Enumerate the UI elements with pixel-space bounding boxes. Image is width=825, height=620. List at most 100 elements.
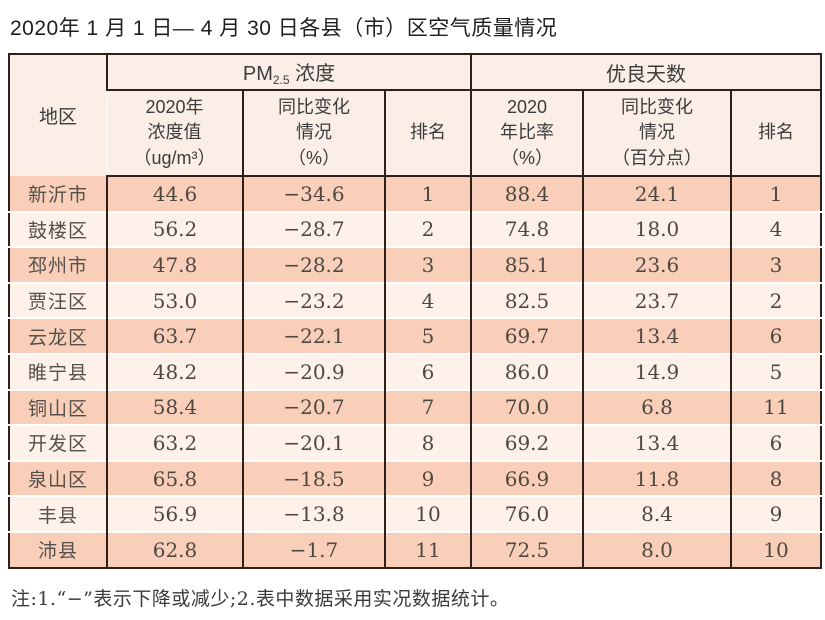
pm-value-cell: 63.2 [106, 424, 243, 461]
pm-rank-cell: 10 [384, 495, 471, 532]
days-rank-cell: 10 [729, 530, 822, 568]
pm-value-cell: 47.8 [106, 246, 243, 283]
days-change-cell: 23.6 [582, 246, 731, 283]
table-row: 泉山区 65.8 −18.5 9 66.9 11.8 8 [9, 459, 822, 497]
column-header-pm-rank: 排名 [384, 90, 471, 177]
pm-rank-cell: 7 [384, 388, 471, 426]
header-sub-row: 2020年 浓度值 （ug/m³） 同比变化 情况 （%） 排名 2020 年比… [9, 90, 822, 177]
days-change-cell: 8.0 [582, 530, 731, 568]
days-rank-cell: 8 [729, 459, 822, 497]
table-row: 开发区 63.2 −20.1 8 69.2 13.4 6 [9, 424, 822, 461]
days-change-cell: 11.8 [582, 459, 731, 497]
pm-change-cell: −18.5 [242, 459, 385, 497]
pm-change-cell: −34.6 [242, 176, 385, 212]
pm-rank-cell: 2 [384, 210, 471, 248]
region-cell: 邳州市 [9, 246, 107, 283]
pm-value-cell: 62.8 [106, 530, 243, 568]
column-header-pm-value: 2020年 浓度值 （ug/m³） [107, 90, 243, 177]
region-cell: 云龙区 [9, 317, 107, 354]
days-rank-cell: 6 [729, 317, 822, 354]
pm-change-cell: −13.8 [242, 495, 385, 532]
table-row: 新沂市 44.6 −34.6 1 88.4 24.1 1 [9, 176, 822, 212]
pm-change-cell: −20.1 [242, 424, 385, 461]
table-body: 新沂市 44.6 −34.6 1 88.4 24.1 1 鼓楼区 56.2 −2… [9, 176, 822, 568]
region-cell: 铜山区 [9, 388, 107, 426]
pm-rank-cell: 5 [384, 317, 471, 354]
days-rank-cell: 6 [729, 424, 822, 461]
pm-rank-cell: 6 [384, 352, 471, 390]
pm25-label-prefix: PM [242, 63, 273, 85]
days-rank-cell: 4 [729, 210, 822, 248]
pm-value-cell: 63.7 [106, 317, 243, 354]
region-cell: 丰县 [9, 495, 107, 532]
pm-rank-cell: 11 [384, 530, 471, 568]
region-cell: 开发区 [9, 424, 107, 461]
table-row: 邳州市 47.8 −28.2 3 85.1 23.6 3 [9, 246, 822, 283]
days-ratio-cell: 82.5 [470, 281, 583, 319]
days-change-cell: 13.4 [582, 317, 731, 354]
days-change-cell: 24.1 [582, 176, 731, 212]
column-header-days-rank: 排名 [729, 90, 822, 177]
days-change-cell: 18.0 [582, 210, 731, 248]
air-quality-table: 地区 PM2.5 浓度 优良天数 2020年 浓度值 （ug/m³） 同比变化 … [8, 53, 823, 569]
pm25-label-subscript: 2.5 [272, 73, 290, 87]
region-cell: 睢宁县 [9, 352, 107, 390]
days-rank-cell: 11 [729, 388, 822, 426]
pm-value-cell: 48.2 [106, 352, 243, 390]
days-rank-cell: 1 [729, 176, 822, 212]
column-group-pm25: PM2.5 浓度 [106, 54, 471, 91]
region-cell: 贾汪区 [9, 281, 107, 319]
days-rank-cell: 5 [729, 352, 822, 390]
days-ratio-cell: 86.0 [470, 352, 583, 390]
days-ratio-cell: 66.9 [470, 459, 583, 497]
days-ratio-cell: 72.5 [470, 530, 583, 568]
pm-value-cell: 65.8 [106, 459, 243, 497]
days-change-cell: 23.7 [582, 281, 731, 319]
days-rank-cell: 3 [729, 246, 822, 283]
header-group-row: 地区 PM2.5 浓度 优良天数 [9, 54, 822, 176]
pm-rank-cell: 9 [384, 459, 471, 497]
footnote: 注:1.“−”表示下降或减少;2.表中数据采用实况数据统计。 [11, 587, 510, 610]
pm-change-cell: −20.9 [242, 352, 385, 390]
table-row: 贾汪区 53.0 −23.2 4 82.5 23.7 2 [9, 281, 822, 319]
days-change-cell: 13.4 [582, 424, 731, 461]
days-rank-cell: 9 [729, 495, 822, 532]
days-ratio-cell: 88.4 [470, 176, 583, 212]
days-ratio-cell: 69.7 [470, 317, 583, 354]
days-ratio-cell: 70.0 [470, 388, 583, 426]
days-change-cell: 14.9 [582, 352, 731, 390]
pm-rank-cell: 3 [384, 246, 471, 283]
pm-change-cell: −28.2 [242, 246, 385, 283]
pm-rank-cell: 4 [384, 281, 471, 319]
column-group-good-days: 优良天数 [469, 54, 822, 91]
pm-value-cell: 44.6 [106, 176, 243, 212]
days-change-cell: 8.4 [582, 495, 731, 532]
pm-change-cell: −1.7 [242, 530, 385, 568]
days-change-cell: 6.8 [582, 388, 731, 426]
region-cell: 鼓楼区 [9, 210, 107, 248]
table-row: 丰县 56.9 −13.8 10 76.0 8.4 9 [9, 495, 822, 532]
table-row: 铜山区 58.4 −20.7 7 70.0 6.8 11 [9, 388, 822, 426]
pm-rank-cell: 8 [384, 424, 471, 461]
region-cell: 泉山区 [9, 459, 107, 497]
pm-rank-cell: 1 [384, 176, 471, 212]
pm-value-cell: 56.2 [106, 210, 243, 248]
table-row: 鼓楼区 56.2 −28.7 2 74.8 18.0 4 [9, 210, 822, 248]
days-ratio-cell: 76.0 [470, 495, 583, 532]
region-cell: 新沂市 [9, 176, 107, 212]
table-row: 沛县 62.8 −1.7 11 72.5 8.0 10 [9, 530, 822, 568]
table-row: 睢宁县 48.2 −20.9 6 86.0 14.9 5 [9, 352, 822, 390]
pm-value-cell: 53.0 [106, 281, 243, 319]
column-header-pm-change: 同比变化 情况 （%） [242, 90, 385, 177]
column-header-days-change: 同比变化 情况 （百分点） [582, 90, 731, 177]
column-header-days-ratio: 2020 年比率 （%） [470, 90, 583, 177]
pm-change-cell: −22.1 [242, 317, 385, 354]
days-ratio-cell: 85.1 [470, 246, 583, 283]
page-title: 2020年 1 月 1 日— 4 月 30 日各县（市）区空气质量情况 [10, 17, 558, 40]
pm-change-cell: −28.7 [242, 210, 385, 248]
pm-change-cell: −20.7 [242, 388, 385, 426]
pm-value-cell: 58.4 [106, 388, 243, 426]
column-header-region: 地区 [9, 54, 107, 176]
pm-change-cell: −23.2 [242, 281, 385, 319]
